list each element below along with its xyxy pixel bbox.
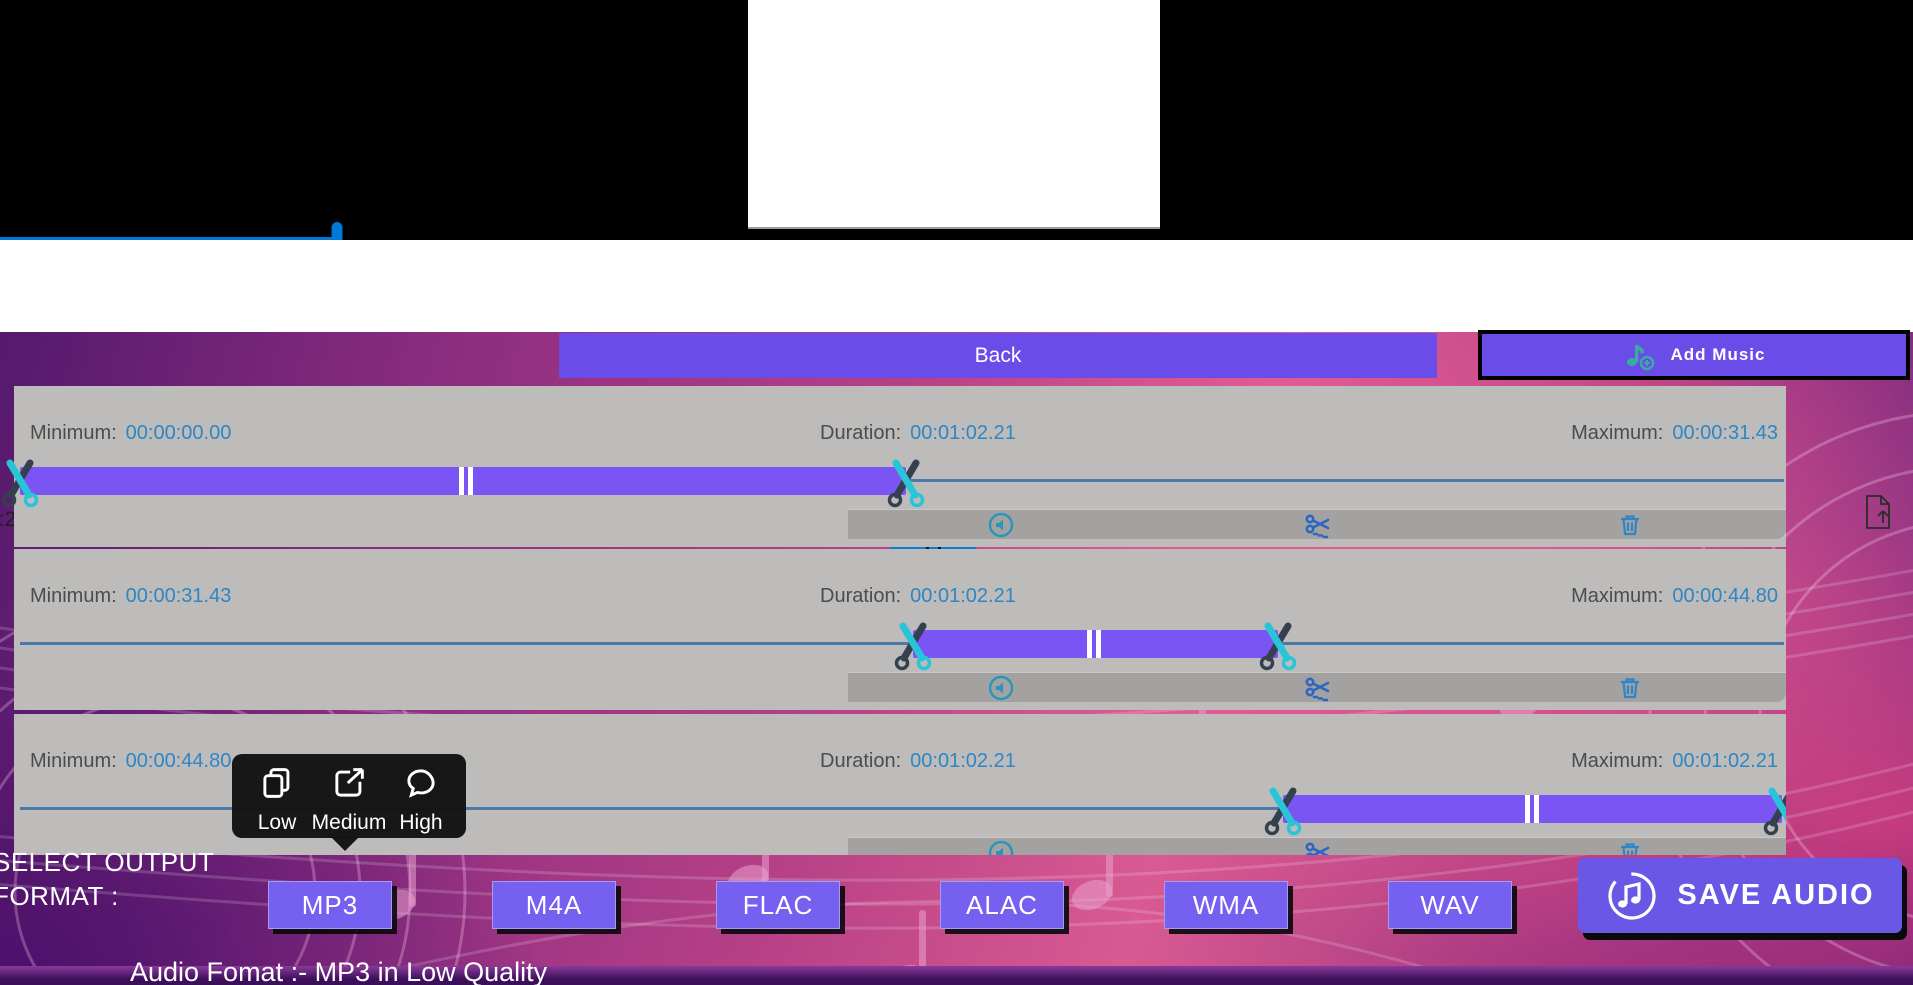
duration-value: 00:01:02.21 [910, 585, 1016, 607]
delete-icon[interactable] [1617, 840, 1643, 855]
music-circle-icon [1608, 871, 1656, 920]
track-list: Minimum: 00:00:00.00 Duration: 00:01:02.21… [1, 386, 1786, 857]
trim-end-scissors-icon[interactable] [884, 455, 928, 509]
minimum-readout: Minimum: 00:00:44.80 [30, 750, 232, 772]
duration-readout: Duration: 00:01:02.21 [820, 422, 1016, 444]
music-note-add-icon [1626, 345, 1654, 371]
minimum-readout: Minimum: 00:00:31.43 [30, 585, 232, 607]
add-music-button[interactable]: Add Music [1478, 330, 1910, 380]
maximum-value: 00:00:44.80 [1672, 585, 1778, 607]
maximum-readout: Maximum: 00:00:31.43 [1571, 422, 1778, 444]
track-labels: Minimum: 00:00:00.00 Duration: 00:01:02.21… [14, 422, 1786, 448]
player-controls-bar: 0:2/0:10 [0, 240, 1913, 572]
save-audio-button[interactable]: SAVE AUDIO [1578, 858, 1902, 933]
back-label: Back [974, 343, 1022, 367]
add-music-label: Add Music [1670, 345, 1766, 364]
duration-readout: Duration: 00:01:02.21 [820, 750, 1016, 772]
video-area [0, 0, 1913, 240]
quality-option-high[interactable]: High [385, 766, 457, 835]
heading-line2: FORMAT : [0, 881, 119, 911]
open-file-button[interactable] [1856, 490, 1900, 534]
quality-option-medium[interactable]: Medium [311, 766, 387, 835]
minimum-readout: Minimum: 00:00:00.00 [30, 422, 232, 444]
track-labels: Minimum: 00:00:44.80 Duration: 00:01:02.21… [14, 750, 1786, 776]
trim-end-scissors-icon[interactable] [1760, 783, 1786, 837]
trim-slider [1, 386, 1784, 547]
quality-option-label: Medium [311, 811, 387, 834]
comment-icon [404, 766, 438, 805]
save-audio-label: SAVE AUDIO [1677, 879, 1875, 911]
volume-circle-icon[interactable] [988, 840, 1014, 855]
duration-readout: Duration: 00:01:02.21 [820, 585, 1016, 607]
split-scissors-icon[interactable] [1304, 512, 1330, 539]
bottom-band [0, 966, 1913, 985]
popup-arrow [331, 837, 359, 851]
track-row: Minimum: 00:00:00.00 Duration: 00:01:02.21… [1, 386, 1786, 547]
slider-track[interactable] [20, 642, 1784, 645]
minimum-value: 00:00:44.80 [125, 750, 232, 772]
slider-selected-range[interactable] [912, 630, 1278, 658]
split-scissors-icon[interactable] [1304, 675, 1330, 702]
format-button-alac[interactable]: ALAC [940, 881, 1064, 929]
quality-option-label: High [399, 811, 443, 834]
format-button-wav[interactable]: WAV [1388, 881, 1512, 929]
maximum-readout: Maximum: 00:00:44.80 [1571, 585, 1778, 607]
delete-icon[interactable] [1617, 512, 1643, 538]
format-button-m4a[interactable]: M4A [492, 881, 616, 929]
quality-option-label: Low [257, 811, 297, 834]
playback-progress-bar[interactable] [0, 222, 1913, 255]
trim-start-scissors-icon[interactable] [0, 455, 42, 509]
split-scissors-icon[interactable] [1304, 840, 1330, 855]
slider-selected-range[interactable] [1283, 795, 1783, 823]
format-button-row: MP3 M4A FLAC ALAC WMA WAV [268, 881, 1512, 929]
maximum-readout: Maximum: 00:01:02.21 [1571, 750, 1778, 772]
clip-toolbar [848, 672, 1786, 702]
volume-circle-icon[interactable] [988, 512, 1014, 538]
maximum-value: 00:01:02.21 [1672, 750, 1778, 772]
duration-value: 00:01:02.21 [910, 422, 1016, 444]
trim-start-scissors-icon[interactable] [891, 618, 935, 672]
slider-thumb[interactable] [1524, 795, 1539, 823]
audio-format-status: Audio Fomat :- MP3 in Low Quality [130, 957, 548, 985]
share-icon [332, 766, 366, 805]
minimum-value: 00:00:31.43 [125, 585, 232, 607]
copy-icon [260, 766, 294, 805]
clip-toolbar [848, 509, 1786, 539]
progress-fill [0, 237, 337, 241]
trim-slider [20, 549, 1784, 710]
quality-option-low[interactable]: Low [241, 766, 313, 835]
file-share-icon [1866, 495, 1890, 529]
trim-end-scissors-icon[interactable] [1256, 618, 1300, 672]
track-row: Minimum: 00:00:31.43 Duration: 00:01:02.21… [14, 549, 1786, 710]
slider-track[interactable] [20, 807, 1784, 810]
trim-start-scissors-icon[interactable] [1261, 783, 1305, 837]
video-frame [748, 0, 1160, 229]
format-button-wma[interactable]: WMA [1164, 881, 1288, 929]
volume-circle-icon[interactable] [988, 675, 1014, 701]
duration-value: 00:01:02.21 [910, 750, 1016, 772]
back-button[interactable]: Back [559, 333, 1437, 378]
heading-line1: SELECT OUTPUT [0, 847, 215, 877]
output-format-heading: SELECT OUTPUT FORMAT : [0, 845, 214, 913]
progress-thumb[interactable] [331, 222, 343, 255]
format-button-flac[interactable]: FLAC [716, 881, 840, 929]
maximum-value: 00:00:31.43 [1672, 422, 1778, 444]
slider-thumb[interactable] [459, 467, 474, 495]
trim-slider [20, 714, 1786, 855]
track-labels: Minimum: 00:00:31.43 Duration: 00:01:02.21… [14, 585, 1786, 611]
clip-toolbar [848, 837, 1786, 855]
format-button-mp3[interactable]: MP3 [268, 881, 392, 929]
delete-icon[interactable] [1617, 675, 1643, 701]
quality-popup: Low Medium High [232, 754, 466, 851]
minimum-value: 00:00:00.00 [125, 422, 232, 444]
slider-thumb[interactable] [1087, 630, 1102, 658]
